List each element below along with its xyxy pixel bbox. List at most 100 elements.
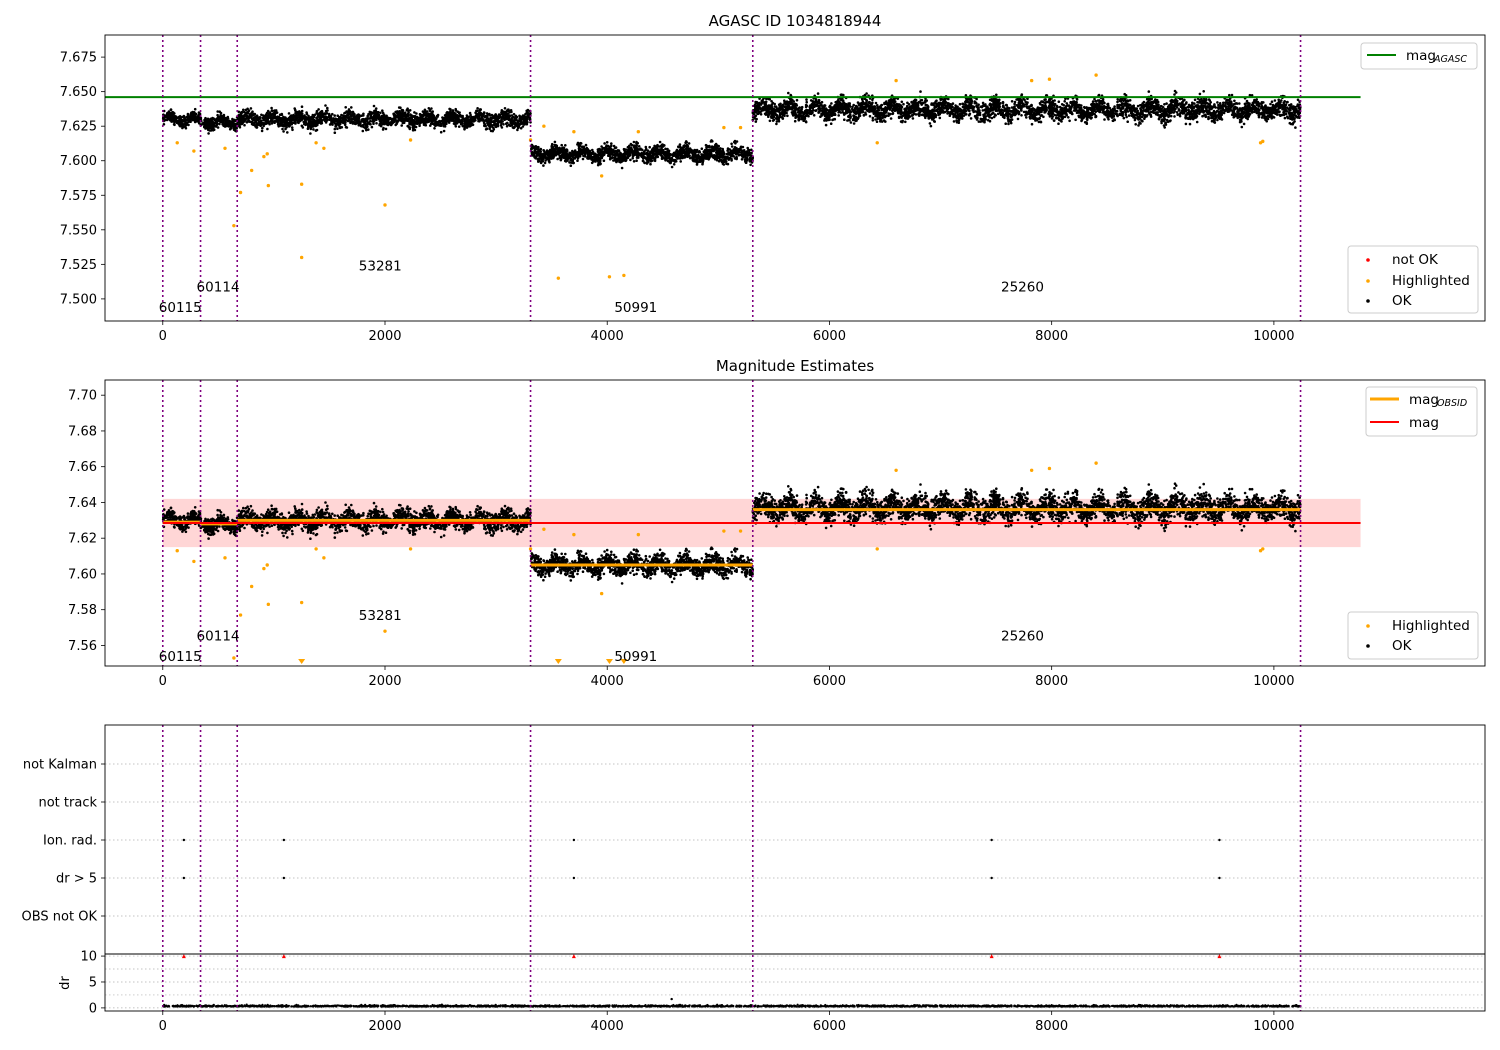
ok-point [322,113,325,116]
chart-title: AGASC ID 1034818944 [709,12,882,30]
ok-point [266,127,269,131]
ok-point [629,158,632,162]
ok-point [399,115,402,119]
ok-point [727,152,730,155]
ok-point [648,145,651,149]
ok-point [342,118,345,122]
ok-point [425,110,429,113]
ok-point [229,127,233,130]
ok-point [651,148,654,151]
ok-point [529,112,532,115]
ok-point [676,153,679,157]
ok-point [510,110,513,114]
ok-point [542,164,545,167]
ok-point [358,122,362,125]
ok-point [283,123,287,127]
ok-point [561,155,564,159]
ok-point [706,152,709,156]
ok-point [360,118,364,122]
ok-point [664,159,667,162]
ok-point [611,149,614,152]
ok-point [271,109,274,112]
ok-point [747,151,750,155]
ok-point [495,123,498,126]
ok-point [431,118,434,121]
ok-point [350,106,353,109]
ok-point [225,118,229,122]
ok-point [290,126,294,129]
ok-point [463,117,466,121]
ok-point [315,128,319,132]
ok-point [311,124,315,127]
ok-point [579,141,582,145]
ok-point [570,153,574,157]
ok-point [486,117,490,120]
ok-point [164,115,167,119]
ok-point [673,151,677,154]
ok-point [492,126,495,130]
ok-point [414,120,417,124]
ok-point [264,122,267,126]
ok-point [568,161,571,164]
ok-point [260,121,264,124]
ok-point [371,120,374,123]
ok-point [271,119,275,123]
ok-point [166,113,170,117]
ok-point [509,121,512,124]
ok-point [592,156,595,159]
ok-point [647,160,650,164]
ok-point [429,124,432,127]
ok-point [365,118,369,122]
ok-point [714,148,718,151]
ok-point [626,149,629,153]
ok-point [580,148,584,151]
ok-point [349,121,352,125]
ok-point [494,113,498,116]
ok-point [459,114,463,117]
ok-point [207,132,210,135]
ok-point [723,155,726,159]
ok-point [672,163,676,166]
ok-point [643,156,647,159]
ok-point [557,148,560,152]
ok-point [287,112,291,115]
ok-point [239,119,243,123]
ok-point [466,121,470,124]
ok-point [478,120,481,123]
ok-point [204,118,207,121]
ok-point [667,154,671,157]
ok-point [383,118,386,122]
ok-point [696,155,699,159]
ok-point [397,119,400,122]
ok-point [208,124,211,127]
ok-point [503,112,506,115]
ok-point [291,128,294,132]
ok-point [602,159,606,162]
ok-point [506,121,509,125]
ok-point [740,150,744,154]
ok-point [633,148,637,152]
ok-point [453,113,456,117]
ok-point [218,122,221,126]
ok-point [378,120,382,123]
ok-point [366,122,369,126]
ok-point [245,114,249,117]
ok-point [691,154,695,158]
ok-point [242,110,246,114]
ok-point [1057,122,1060,125]
ok-point [370,115,374,119]
ok-point [686,152,690,156]
ok-point [520,117,524,121]
ok-point [469,123,473,127]
ok-point [610,142,613,145]
ok-point [608,153,611,156]
ok-point [721,149,725,152]
ok-point [617,149,621,152]
ok-point [630,143,634,147]
ok-point [356,119,360,123]
ok-point [691,149,694,152]
ok-point [182,120,186,123]
ok-point [315,121,319,125]
ok-point [598,158,602,161]
ok-point [598,152,601,155]
